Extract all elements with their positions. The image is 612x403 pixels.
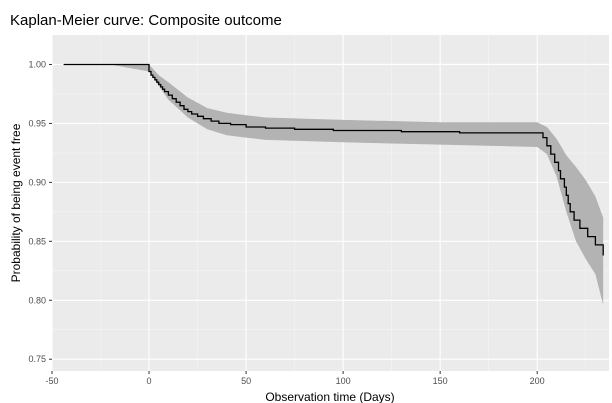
y-tick-label: 0.95 [28, 118, 46, 128]
x-tick-label: 50 [241, 376, 251, 386]
x-tick-label: 150 [433, 376, 448, 386]
confidence-band [63, 64, 604, 305]
x-axis-title: Observation time (Days) [265, 390, 394, 403]
x-tick-label: 200 [530, 376, 545, 386]
y-tick-label: 1.00 [28, 59, 46, 69]
y-tick-label: 0.75 [28, 354, 46, 364]
y-tick-label: 0.90 [28, 177, 46, 187]
survival-step-line [63, 63, 604, 256]
plot-panel [52, 35, 609, 371]
y-axis: 0.75 0.80 0.85 0.90 0.95 1.00 [28, 59, 52, 364]
y-tick-label: 0.85 [28, 236, 46, 246]
x-tick-label: 100 [336, 376, 351, 386]
chart-title: Kaplan-Meier curve: Composite outcome [10, 12, 282, 29]
x-tick-label: -50 [45, 376, 58, 386]
x-tick-label: 0 [147, 376, 152, 386]
y-tick-label: 0.80 [28, 295, 46, 305]
x-axis: -50 0 50 100 150 200 [45, 371, 545, 386]
y-axis-title: Probability of being event free [9, 123, 23, 282]
